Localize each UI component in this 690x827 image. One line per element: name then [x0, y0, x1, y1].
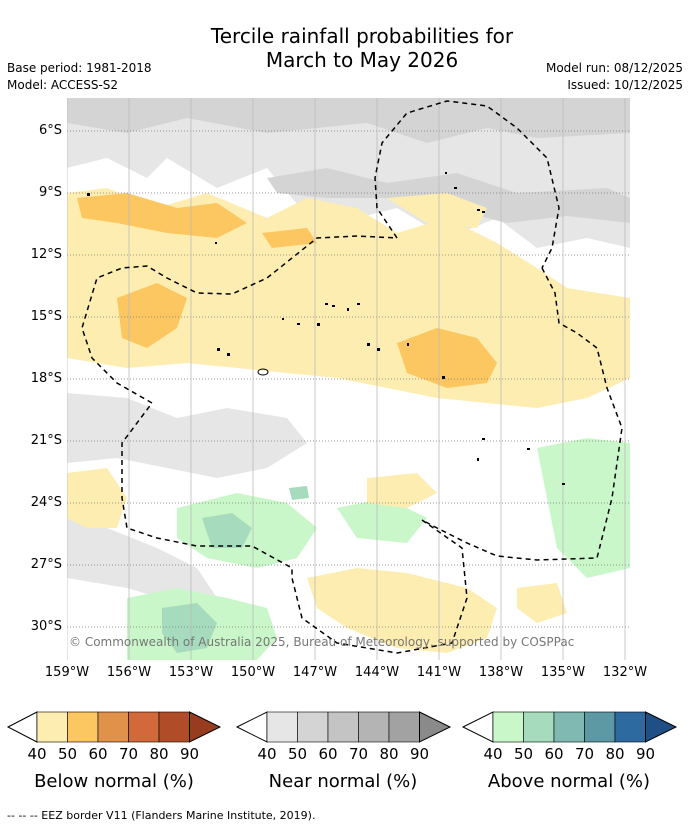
- latitude-gridlines: [67, 130, 630, 628]
- lat-tick-label: 30°S: [30, 619, 62, 634]
- below-normal-50-patch-central: [117, 283, 187, 348]
- colorbar-below-normal: [6, 711, 222, 743]
- colorbar-above-tick: 90: [635, 745, 656, 763]
- colorbar-below-title: Below normal (%): [34, 771, 194, 792]
- colorbar-above-segment: [614, 711, 646, 743]
- colorbar-below-segment: [97, 711, 129, 743]
- lon-tick-label: 150°W: [230, 665, 276, 680]
- chart-title-line1: Tercile rainfall probabilities for: [210, 24, 514, 48]
- colorbar-below-tick: 90: [179, 745, 200, 763]
- below-normal-region-north-strip: [387, 193, 487, 228]
- near-normal-region-south: [67, 393, 307, 478]
- island-ring: [257, 368, 269, 376]
- lat-tick-label: 18°S: [30, 371, 62, 386]
- copyright-text: © Commonwealth of Australia 2025, Bureau…: [69, 635, 574, 649]
- lon-tick-label: 156°W: [106, 665, 152, 680]
- colorbar-above-tick: 40: [483, 745, 503, 763]
- above-normal-region-east: [537, 438, 630, 578]
- colorbar-near-extend-low: [235, 711, 268, 743]
- colorbar-above-tick: 70: [574, 745, 595, 763]
- colorbar-below-extend-low: [6, 711, 38, 743]
- colorbar-near-segment: [388, 711, 420, 743]
- eez-border-legend: -- -- -- EEZ border V11 (Flanders Marine…: [7, 809, 316, 822]
- above-normal-50-patch-south: [162, 603, 217, 653]
- colorbar-above-segment: [553, 711, 585, 743]
- colorbar-above-segment: [492, 711, 524, 743]
- lat-tick-label: 9°S: [38, 185, 62, 200]
- colorbar-near-tick: 90: [409, 745, 430, 763]
- above-normal-50-patch: [202, 513, 252, 548]
- rainfall-probability-map: © Commonwealth of Australia 2025, Bureau…: [67, 98, 630, 660]
- below-normal-region-south-east: [517, 583, 567, 623]
- issued-date-text: Issued: 10/12/2025: [567, 78, 683, 92]
- island-markers: [87, 172, 565, 485]
- near-normal-region-south2: [67, 518, 217, 603]
- lat-tick-label: 27°S: [30, 557, 62, 572]
- colorbar-above-segment: [584, 711, 616, 743]
- below-normal-region-south-west: [67, 468, 127, 528]
- colorbar-below-extend-high: [189, 711, 222, 743]
- base-period-text: Base period: 1981-2018: [7, 61, 152, 75]
- above-normal-50-patch-small: [289, 486, 309, 500]
- colorbar-near-extend-high: [419, 711, 452, 743]
- lon-tick-label: 138°W: [478, 665, 524, 680]
- colorbar-near-tick: 40: [257, 745, 277, 763]
- colorbar-above-extend-low: [461, 711, 494, 743]
- model-run-text: Model run: 08/12/2025: [545, 61, 683, 75]
- model-name-text: Model: ACCESS-S2: [7, 78, 119, 92]
- below-normal-region-south: [307, 568, 497, 653]
- lat-tick-label: 6°S: [38, 123, 62, 138]
- lat-tick-label: 24°S: [30, 495, 62, 510]
- near-normal-region-north-strong: [67, 98, 630, 143]
- colorbar-above-extend-high: [645, 711, 678, 743]
- below-normal-50-patch-west: [77, 193, 247, 238]
- colorbar-below-tick: 40: [27, 745, 47, 763]
- colorbar-below-segment: [36, 711, 68, 743]
- colorbar-below-segment: [67, 711, 99, 743]
- colorbar-below-tick: 80: [149, 745, 169, 763]
- lat-tick-label: 12°S: [30, 247, 62, 262]
- colorbar-below-segment: [128, 711, 160, 743]
- lon-tick-label: 141°W: [416, 665, 462, 680]
- colorbar-near-segment: [297, 711, 329, 743]
- colorbar-above-tick: 50: [513, 745, 534, 763]
- colorbar-near-segment: [266, 711, 298, 743]
- colorbar-near-tick: 80: [379, 745, 399, 763]
- colorbar-above-tick: 60: [544, 745, 564, 763]
- lon-tick-label: 159°W: [44, 665, 90, 680]
- colorbar-below-segment: [158, 711, 190, 743]
- lon-tick-label: 135°W: [540, 665, 586, 680]
- colorbar-near-tick: 60: [318, 745, 338, 763]
- below-normal-50-patch-east: [397, 328, 497, 388]
- colorbar-below-tick: 50: [57, 745, 78, 763]
- eez-border-french-polynesia: [81, 235, 623, 654]
- colorbar-near-segment: [358, 711, 390, 743]
- colorbar-above-segment: [523, 711, 555, 743]
- lon-tick-label: 147°W: [292, 665, 338, 680]
- lat-tick-label: 15°S: [30, 309, 62, 324]
- lon-tick-label: 153°W: [168, 665, 214, 680]
- below-normal-region-mid-south: [367, 473, 437, 508]
- colorbar-below-tick: 70: [118, 745, 139, 763]
- colorbar-near-segment: [327, 711, 359, 743]
- below-normal-region-central: [67, 188, 630, 408]
- lat-tick-label: 21°S: [30, 433, 62, 448]
- colorbar-near-title: Near normal (%): [268, 771, 418, 792]
- colorbar-above-normal: [461, 711, 678, 743]
- colorbars: [6, 711, 678, 743]
- colorbar-above-tick: 80: [605, 745, 625, 763]
- eez-border-marquesas: [374, 100, 560, 269]
- above-normal-region-mid: [337, 498, 427, 543]
- lon-tick-label: 144°W: [354, 665, 400, 680]
- chart-title-line2: March to May 2026: [265, 48, 459, 72]
- below-normal-50-patch-small: [262, 228, 317, 248]
- colorbar-near-tick: 70: [348, 745, 369, 763]
- colorbar-near-normal: [235, 711, 452, 743]
- lon-tick-label: 132°W: [602, 665, 648, 680]
- colorbar-below-tick: 60: [88, 745, 108, 763]
- colorbar-above-title: Above normal (%): [487, 771, 651, 792]
- longitude-gridlines: [67, 98, 626, 660]
- colorbar-near-tick: 50: [287, 745, 308, 763]
